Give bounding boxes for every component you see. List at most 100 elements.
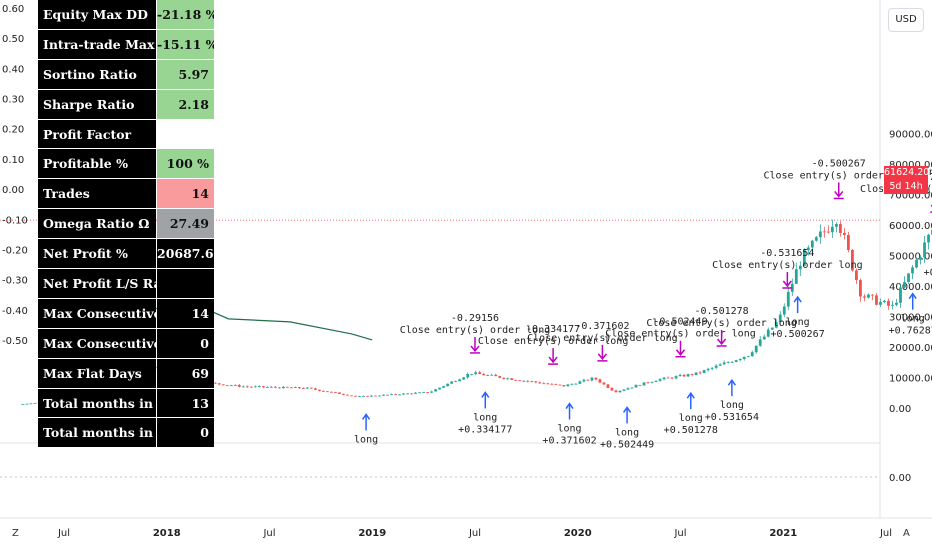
- time-axis-tick-label: 2020: [564, 528, 592, 539]
- close-exit-profit: -0.29156: [451, 313, 499, 324]
- candle-body: [802, 250, 806, 266]
- candle-body: [374, 395, 377, 397]
- right-axis-tick-label: 60000.00: [889, 221, 932, 232]
- candle-body: [834, 224, 838, 227]
- candle-body: [514, 379, 518, 381]
- candle-body: [826, 231, 830, 233]
- candle-body: [818, 231, 822, 238]
- candle-body: [25, 403, 29, 405]
- candle-body: [674, 376, 678, 379]
- candle-body: [919, 257, 922, 260]
- candle-body: [293, 387, 297, 388]
- stats-label: Omega Ratio Ω: [38, 209, 156, 239]
- long-entry-profit: +0.76164: [924, 267, 932, 278]
- stats-label: Intra-trade Max DD: [38, 29, 156, 59]
- candle-body: [221, 384, 225, 386]
- candle-body: [686, 374, 690, 377]
- long-entry-label: long: [720, 400, 744, 411]
- candle-body: [610, 387, 614, 391]
- candle-body: [566, 384, 570, 387]
- long-entry-label: long: [473, 412, 497, 423]
- candle-body: [462, 377, 466, 380]
- candle-body: [782, 306, 786, 315]
- candle-body: [29, 403, 33, 405]
- candle-body: [722, 362, 726, 365]
- close-exit-profit: -0.371602: [575, 321, 629, 332]
- candle-body: [742, 356, 746, 360]
- stats-label: Sortino Ratio: [38, 59, 156, 89]
- candle-body: [314, 388, 317, 390]
- long-entry-label: long: [615, 427, 639, 438]
- long-entry-arrowhead: [727, 378, 736, 386]
- close-exit-arrowhead: [548, 356, 558, 364]
- candle-body: [418, 392, 422, 394]
- candle-body: [887, 300, 890, 306]
- candle-body: [574, 383, 578, 385]
- long-entry-label: long: [557, 424, 581, 435]
- candle-body: [582, 379, 586, 382]
- last-price-value: 61624.20: [884, 167, 930, 178]
- stats-value: 5.97: [157, 59, 214, 89]
- left-axis-tick-label: 0.10: [2, 155, 24, 166]
- stats-row: Net Profit %20687.66 %: [38, 239, 214, 270]
- close-exit-label: Close entry(s) order long: [712, 260, 863, 271]
- candle-body: [590, 377, 594, 381]
- candle-body: [770, 327, 774, 330]
- candle-body: [698, 372, 702, 374]
- right-axis-tick-label: 70000.00: [889, 191, 932, 202]
- candle-body: [810, 240, 814, 248]
- currency-button[interactable]: USD: [888, 8, 924, 32]
- stats-label: Total months in profit: [38, 388, 156, 418]
- stats-label: Profitable %: [38, 149, 156, 179]
- long-entry-arrowhead: [622, 406, 632, 413]
- time-axis-tick-label: Jul: [879, 528, 892, 539]
- candle-body: [269, 386, 273, 388]
- right-axis-tick-label: 50000.00: [889, 252, 932, 263]
- right-axis-tick-label: 0.00: [889, 404, 911, 415]
- candle-body: [895, 302, 898, 305]
- candle-body: [334, 392, 337, 393]
- candle-body: [354, 395, 357, 397]
- candle-body: [798, 265, 802, 270]
- candle-body: [474, 372, 478, 374]
- stats-value: 20687.66 %: [157, 239, 214, 269]
- candle-body: [915, 259, 918, 268]
- left-axis-tick-label: -0.30: [2, 276, 28, 287]
- candle-body: [879, 302, 882, 305]
- candle-body: [273, 386, 277, 388]
- candle-body: [630, 387, 634, 389]
- left-axis-tick-label: 0.60: [2, 4, 24, 15]
- candle-body: [410, 393, 414, 395]
- left-axis-tick-label: 0.30: [2, 95, 24, 106]
- scroll-left-nav[interactable]: Z: [12, 528, 19, 539]
- candle-body: [738, 359, 742, 361]
- candle-body: [598, 379, 602, 383]
- candle-body: [225, 385, 229, 387]
- candle-body: [903, 282, 906, 288]
- candle-body: [518, 380, 522, 382]
- candle-body: [606, 384, 610, 388]
- candle-body: [706, 368, 710, 371]
- lower-pane-tick-label: 0.00: [889, 473, 911, 484]
- close-exit-label: Close entry(s) order long: [763, 170, 914, 181]
- candle-body: [730, 361, 734, 363]
- candle-body: [398, 394, 401, 396]
- candle-body: [762, 336, 766, 340]
- time-axis-tick-label: 2021: [769, 528, 797, 539]
- candle-body: [310, 387, 313, 389]
- stats-value: 0: [157, 328, 214, 358]
- candle-body: [261, 386, 265, 388]
- candle-body: [542, 383, 546, 385]
- candle-body: [506, 378, 510, 380]
- right-axis-tick-label: 90000.00: [889, 130, 932, 141]
- stats-label: Max Flat Days: [38, 358, 156, 388]
- left-axis-tick-label: -0.50: [2, 336, 28, 347]
- auto-scale-toggle[interactable]: A: [903, 528, 910, 539]
- close-exit-label: Close entry(s) order long: [605, 329, 756, 340]
- long-entry-label: long: [901, 314, 925, 325]
- candle-body: [774, 322, 778, 328]
- candle-body: [241, 386, 245, 388]
- left-axis-tick-label: -0.40: [2, 306, 28, 317]
- right-axis-tick-label: 10000.00: [889, 374, 932, 385]
